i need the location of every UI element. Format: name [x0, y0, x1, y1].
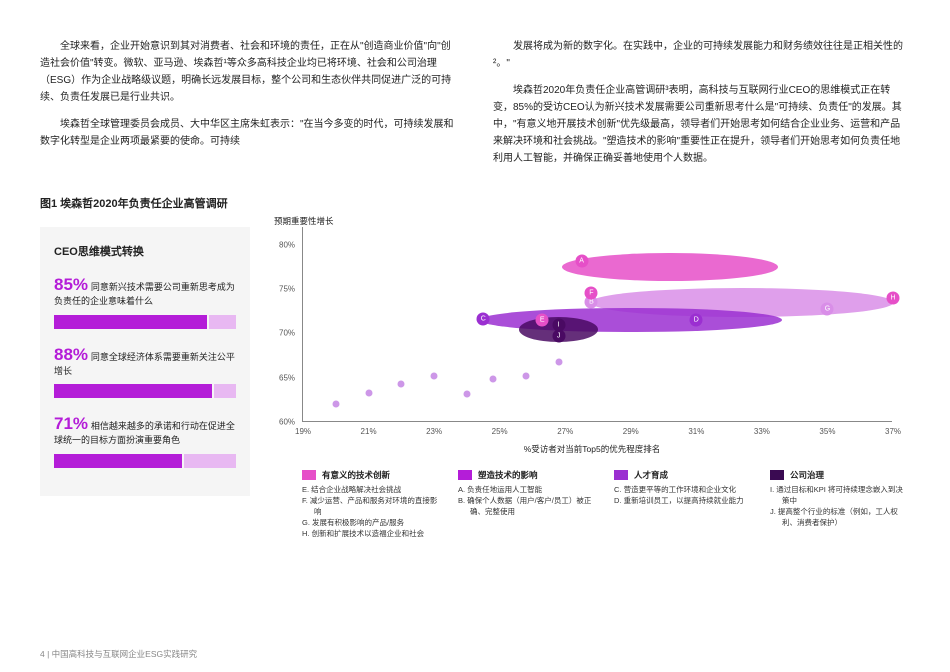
- legend-column: 塑造技术的影响 A. 负责任地运用人工智能B. 确保个人数据（用户/客户/员工）被…: [458, 469, 598, 539]
- text-col-left: 全球来看，企业开始意识到其对消费者、社会和环境的责任，正在从"创造商业价值"向"…: [40, 38, 457, 177]
- x-tick: 31%: [688, 427, 704, 436]
- stat-block: 88% 同意全球经济体系需要重新关注公平增长: [54, 345, 236, 399]
- y-tick: 80%: [279, 240, 295, 249]
- x-axis-title: %受访者对当前Top5的优先程度排名: [524, 443, 661, 455]
- legend-column: 公司治理 I. 通过目标和KPI 将可持续理念嵌入到决策中J. 提高整个行业的标准…: [770, 469, 910, 539]
- legend-list: C. 营造更平等的工作环境和企业文化D. 重新培训员工，以提高持续就业能力: [614, 485, 754, 507]
- y-tick: 60%: [279, 418, 295, 427]
- legend-item: H. 创新和扩展技术以造福企业和社会: [302, 529, 442, 540]
- legend-list: E. 结合企业战略解决社会挑战F. 减少运营、产品和服务对环境的直接影响G. 发…: [302, 485, 442, 539]
- data-point: [585, 287, 598, 300]
- faint-dot: [365, 389, 372, 396]
- legend-list: A. 负责任地运用人工智能B. 确保个人数据（用户/客户/员工）被正确、完整使用: [458, 485, 598, 518]
- x-tick: 21%: [361, 427, 377, 436]
- legend-header: 人才育成: [614, 469, 754, 481]
- left-box-title: CEO思维模式转换: [54, 243, 236, 259]
- legend-item: I. 通过目标和KPI 将可持续理念嵌入到决策中: [770, 485, 910, 507]
- stat-bar: [54, 315, 236, 329]
- stat-percentage: 85%: [54, 275, 88, 294]
- data-point: [536, 314, 549, 327]
- stat-percentage: 88%: [54, 345, 88, 364]
- data-point: [690, 314, 703, 327]
- stat-block: 71% 相信越来越多的承诺和行动在促进全球统一的目标方面扮演重要角色: [54, 414, 236, 468]
- data-point: [821, 303, 834, 316]
- legend-title: 塑造技术的影响: [478, 469, 538, 481]
- legend-item: A. 负责任地运用人工智能: [458, 485, 598, 496]
- figure-wrapper: CEO思维模式转换 85% 同意新兴技术需要公司重新思考成为负责任的企业意味着什…: [40, 227, 910, 496]
- legend-item: E. 结合企业战略解决社会挑战: [302, 485, 442, 496]
- legend-item: D. 重新培训员工，以提高持续就业能力: [614, 496, 754, 507]
- stat-block: 85% 同意新兴技术需要公司重新思考成为负责任的企业意味着什么: [54, 275, 236, 329]
- legend-item: G. 发展有积极影响的产品/服务: [302, 518, 442, 529]
- y-tick: 70%: [279, 329, 295, 338]
- faint-dot: [332, 401, 339, 408]
- x-tick: 23%: [426, 427, 442, 436]
- legend-column: 人才育成 C. 营造更平等的工作环境和企业文化D. 重新培训员工，以提高持续就业能…: [614, 469, 754, 539]
- paragraph: 埃森哲全球管理委员会成员、大中华区主席朱虹表示："在当今多变的时代，可持续发展和…: [40, 116, 457, 150]
- stat-bar: [54, 384, 236, 398]
- x-tick: 19%: [295, 427, 311, 436]
- paragraph: 埃森哲2020年负责任企业高管调研³表明，高科技与互联网行业CEO的思维模式正在…: [493, 82, 910, 167]
- x-tick: 25%: [492, 427, 508, 436]
- cluster-ellipse: [562, 253, 778, 281]
- faint-dot: [490, 376, 497, 383]
- x-tick: 29%: [623, 427, 639, 436]
- text-col-right: 发展将成为新的数字化。在实践中，企业的可持续发展能力和财务绩效往往是正相关性的²…: [493, 38, 910, 177]
- data-point: [887, 291, 900, 304]
- legend-title: 人才育成: [634, 469, 668, 481]
- legend-item: C. 营造更平等的工作环境和企业文化: [614, 485, 754, 496]
- y-tick: 75%: [279, 285, 295, 294]
- paragraph: 发展将成为新的数字化。在实践中，企业的可持续发展能力和财务绩效往往是正相关性的²…: [493, 38, 910, 72]
- body-text-columns: 全球来看，企业开始意识到其对消费者、社会和环境的责任，正在从"创造商业价值"向"…: [40, 38, 910, 177]
- faint-dot: [398, 380, 405, 387]
- paragraph: 全球来看，企业开始意识到其对消费者、社会和环境的责任，正在从"创造商业价值"向"…: [40, 38, 457, 106]
- legend-item: F. 减少运营、产品和服务对环境的直接影响: [302, 496, 442, 518]
- x-tick: 27%: [557, 427, 573, 436]
- y-axis-title: 预期重要性增长: [274, 215, 334, 227]
- plot-area: 80%75%70%65%60%19%21%23%25%27%29%31%33%3…: [302, 227, 892, 422]
- stat-bar: [54, 454, 236, 468]
- faint-dot: [431, 372, 438, 379]
- y-tick: 65%: [279, 373, 295, 382]
- x-tick: 37%: [885, 427, 901, 436]
- legend-swatch: [302, 470, 316, 480]
- x-tick: 35%: [819, 427, 835, 436]
- legend-swatch: [458, 470, 472, 480]
- faint-dot: [463, 390, 470, 397]
- faint-dot: [555, 358, 562, 365]
- data-point: [477, 313, 490, 326]
- legend-title: 公司治理: [790, 469, 824, 481]
- legend-item: J. 提高整个行业的标准（例如，工人权利、消费者保护）: [770, 507, 910, 529]
- legend-header: 塑造技术的影响: [458, 469, 598, 481]
- page-footer: 4 | 中国高科技与互联网企业ESG实践研究: [40, 648, 197, 660]
- stat-percentage: 71%: [54, 414, 88, 433]
- faint-dot: [522, 372, 529, 379]
- legend-list: I. 通过目标和KPI 将可持续理念嵌入到决策中J. 提高整个行业的标准（例如，…: [770, 485, 910, 529]
- legend-column: 有意义的技术创新 E. 结合企业战略解决社会挑战F. 减少运营、产品和服务对环境的…: [302, 469, 442, 539]
- data-point: [552, 330, 565, 343]
- legend-swatch: [770, 470, 784, 480]
- legend-title: 有意义的技术创新: [322, 469, 390, 481]
- legend-item: B. 确保个人数据（用户/客户/员工）被正确、完整使用: [458, 496, 598, 518]
- legend-header: 公司治理: [770, 469, 910, 481]
- scatter-chart: 预期重要性增长 80%75%70%65%60%19%21%23%25%27%29…: [274, 227, 910, 496]
- chart-legend: 有意义的技术创新 E. 结合企业战略解决社会挑战F. 减少运营、产品和服务对环境的…: [302, 469, 910, 539]
- legend-swatch: [614, 470, 628, 480]
- legend-header: 有意义的技术创新: [302, 469, 442, 481]
- x-tick: 33%: [754, 427, 770, 436]
- figure-title: 图1 埃森哲2020年负责任企业高管调研: [40, 195, 910, 211]
- data-point: [575, 254, 588, 267]
- ceo-mindset-box: CEO思维模式转换 85% 同意新兴技术需要公司重新思考成为负责任的企业意味着什…: [40, 227, 250, 496]
